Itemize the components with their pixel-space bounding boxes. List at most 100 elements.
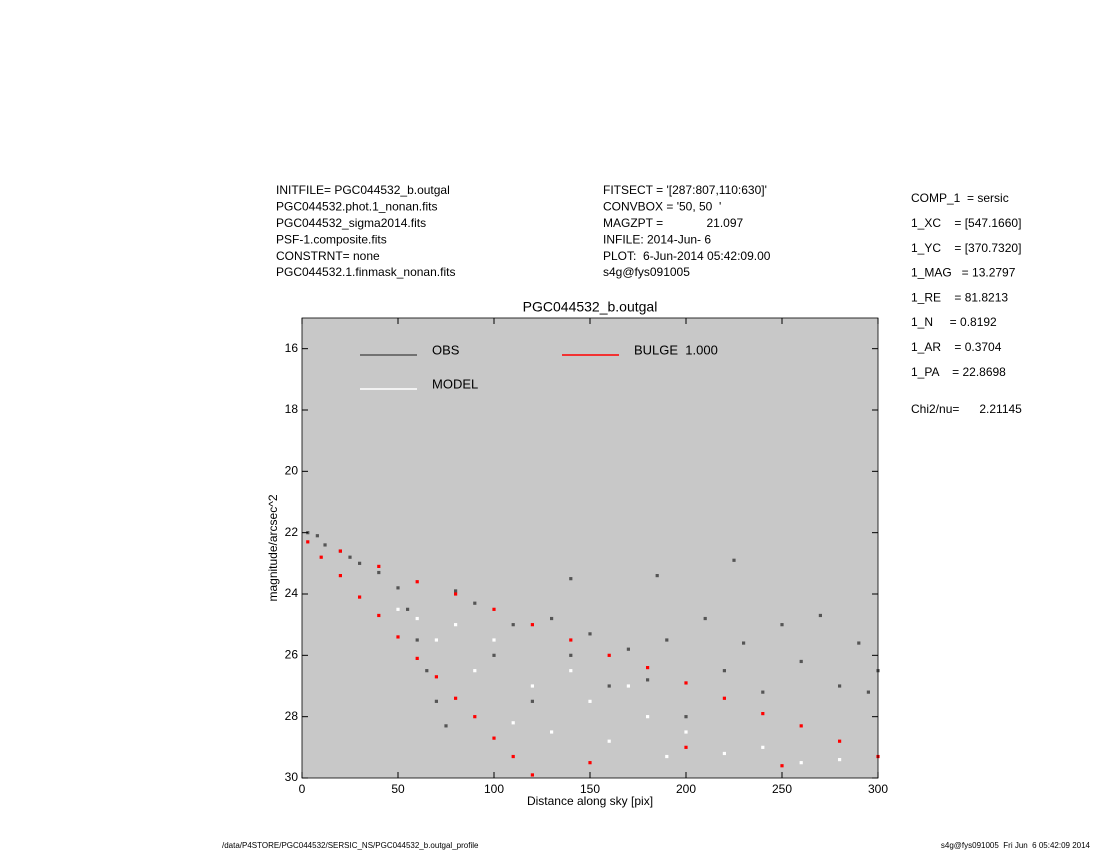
x-tick-label: 50 [391,782,405,796]
legend-label: OBS [432,342,460,357]
point [722,751,726,756]
info-left: CONSTRNT= none [276,249,380,263]
point [415,616,419,621]
point [646,678,650,682]
point [306,540,310,544]
point [511,721,515,725]
param: 1_PA = 22.8698 [911,365,1006,379]
point [319,555,323,559]
point [511,623,515,627]
point [722,696,726,700]
point [761,712,765,716]
info-middle: MAGZPT = 21.097 [603,216,743,230]
point [492,653,496,657]
x-axis-label: Distance along sky [pix] [527,794,653,808]
point [569,669,573,673]
point [396,635,400,639]
footer-left: /data/P4STORE/PGC044532/SERSIC_NS/PGC044… [222,841,479,850]
point [684,730,688,734]
point [434,675,438,679]
point [684,715,688,719]
info-left: PGC044532_sigma2014.fits [276,216,426,230]
x-tick-label: 100 [484,782,504,796]
point [588,699,592,703]
point [511,754,515,759]
param: 1_N = 0.8192 [911,315,997,329]
info-left: PGC044532.1.finmask_nonan.fits [276,265,455,279]
point [799,724,803,728]
y-axis-label: magnitude/arcsec^2 [266,494,280,601]
point [761,745,765,749]
point [799,761,803,765]
point [703,616,707,621]
point [780,764,784,768]
y-tick-label: 16 [285,341,299,355]
point [434,638,438,642]
point [338,549,342,553]
point [454,623,458,627]
info-middle: PLOT: 6-Jun-2014 05:42:09.00 [603,249,771,263]
info-middle: CONVBOX = '50, 50 ' [603,200,721,214]
point [377,613,381,618]
point [646,715,650,719]
point [358,561,362,565]
point [818,613,822,618]
point [607,684,611,688]
param: 1_AR = 0.3704 [911,340,1002,354]
y-tick-label: 28 [285,709,299,723]
param: 1_RE = 81.8213 [911,290,1008,304]
point [454,696,458,700]
point [655,574,659,578]
point [530,699,534,703]
footer-right: s4g@fys091005 Fri Jun 6 05:42:09 2014 [941,841,1091,850]
point [684,681,688,685]
point [550,730,554,734]
point [473,715,477,719]
point [684,745,688,749]
point [454,592,458,596]
x-tick-label: 250 [772,782,792,796]
point [838,684,842,688]
point [569,653,573,657]
point [454,589,458,593]
point [377,564,381,568]
point [425,669,429,673]
point [473,601,477,605]
point [646,666,650,670]
param: 1_YC = [370.7320] [911,241,1021,255]
point [588,761,592,765]
y-tick-label: 26 [285,648,299,662]
point [396,586,400,590]
point [444,724,448,728]
y-tick-label: 24 [285,586,299,600]
point [588,632,592,636]
point [338,574,342,578]
chart-title: PGC044532_b.outgal [523,299,658,315]
param: 1_XC = [547.1660] [911,216,1021,230]
param: 1_MAG = 13.2797 [911,266,1016,280]
point [626,647,630,651]
point [799,659,803,664]
info-middle: FITSECT = '[287:807,110:630]' [603,183,767,197]
point [838,739,842,743]
param: COMP_1 = sersic [911,191,1009,205]
point [732,558,736,562]
x-tick-label: 150 [580,782,600,796]
x-tick-label: 0 [299,782,306,796]
x-tick-label: 200 [676,782,696,796]
info-left: INITFILE= PGC044532_b.outgal [276,183,450,197]
point [857,641,861,645]
point [434,699,438,703]
point [492,607,496,611]
point [626,684,630,688]
plot-area [302,318,878,778]
point [415,656,419,660]
info-left: PSF-1.composite.fits [276,232,387,246]
point [492,736,496,740]
point [780,623,784,627]
x-tick-label: 300 [868,782,888,796]
point [396,607,400,611]
y-tick-label: 18 [285,402,299,416]
chi2: Chi2/nu= 2.21145 [911,402,1022,416]
